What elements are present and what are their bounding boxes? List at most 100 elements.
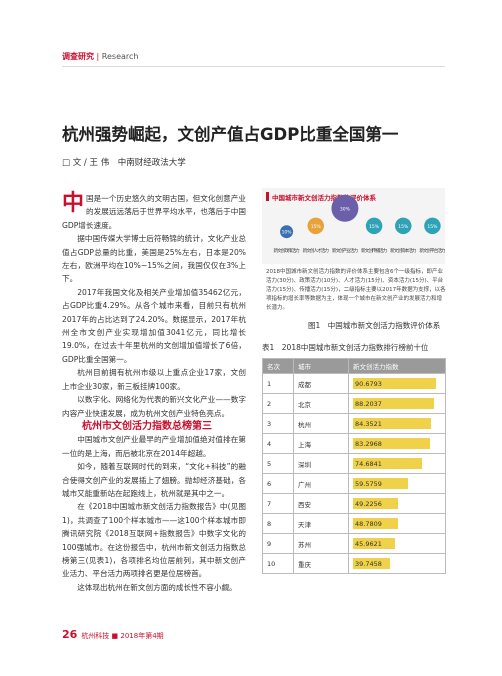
paragraph-text: 据中国传媒大学博士后符畅锦的统计，文化产业总值占GDP总量的比重，美国是25%左… [62,234,246,284]
index-value: 49.2256 [355,499,382,508]
table-row: 8 天津 48.7809 [262,513,446,534]
paragraph: 2017年我国文化及相关产业增加值35462亿元，占GDP比重4.29%。从各个… [62,286,246,366]
paragraph-text: 在《2018中国城市新文创活力指数报告》中(见图1)，共调查了100个样本城市—… [62,502,246,579]
weight-bubble [307,217,324,235]
rank: 6 [262,473,294,494]
rank: 7 [262,493,294,514]
index-value: 74.6841 [355,459,382,468]
index-bar [353,418,431,429]
header-row: 名次 城市 新文创活力指数 [262,358,446,374]
page-number: 26 [62,628,78,641]
index-cell: 48.7809 [348,513,446,534]
index-value: 48.7809 [355,519,382,528]
index-value: 90.6793 [355,379,382,388]
city: 天津 [293,513,349,534]
city: 苏州 [293,533,349,554]
drop-cap: 中 [62,191,85,216]
index-value: 88.2037 [355,399,382,408]
index-bar [353,538,396,549]
rank: 10 [262,553,294,574]
table-row: 10 重庆 39.7458 [262,553,446,574]
index-bar [353,478,408,489]
city: 上海 [293,433,349,454]
index-bar [353,458,422,469]
paragraph-text: 如今，随着互联网时代的到来，“文化+科技”的融合使得文创产业的发展插上了翅膀。抛… [62,462,246,498]
ranking-table: 名次 城市 新文创活力指数 1 成都 90.6793 2 北京 88.2037 3 杭州 84.352… [262,358,446,574]
index-value: 39.7458 [355,559,382,568]
weight-bubble [424,217,441,235]
node-label: 新文创产业活力 [332,247,359,254]
city: 重庆 [293,553,349,574]
left-column: 中国是一个历史悠久的文明古国，但文化创意产业的发展远远落后于世界平均水平，也落后… [62,192,246,594]
index-bar [353,378,437,389]
city: 西安 [293,493,349,514]
paragraph-text: 这体现出杭州在新文创方面的成长性不容小觑。 [77,582,237,592]
weight-label: 15% [398,224,409,230]
table-caption: 表1 2018中国城市新文创活力指数排行榜前十位 [262,343,429,352]
weight-label: 10% [282,230,293,236]
article-title: 杭州强势崛起，文创产值占GDP比重全国第一 [62,125,399,144]
index-bar [353,518,398,529]
paragraph: 这体现出杭州在新文创方面的成长性不容小觑。 [62,581,246,594]
weight-label: 15% [369,224,380,230]
section-en: Research [101,52,139,61]
table-row: 9 苏州 45.9621 [262,533,446,554]
index-value: 83.2968 [355,439,382,448]
node-label: 新文创政策活力 [274,247,301,254]
paragraph: 中国是一个历史悠久的文明古国，但文化创意产业的发展远远落后于世界平均水平，也落后… [62,192,246,232]
figure-caption: 图1 中国城市新文创活力指数评价体系 [308,321,441,330]
table-row: 5 深圳 74.6841 [262,453,446,474]
figure-box: 中国城市新文创活力指数的评价体系 10% 新文创政策活力 15% 新文创人才活力 30%… [262,188,446,264]
city: 深圳 [293,453,349,474]
weight-bubble [280,225,294,239]
figure-title: 中国城市新文创活力指数的评价体系 [272,193,377,202]
paragraph: 据中国传媒大学博士后符畅锦的统计，文化产业总值占GDP总量的比重，美国是25%左… [62,232,246,286]
section-heading: 杭州市文创活力指数总榜第三 [82,420,212,432]
rank: 2 [262,393,294,414]
paragraph-text: 国是一个历史悠久的文明古国，但文化创意产业的发展远远落后于世界平均水平，也落后于… [62,194,246,230]
node-label: 新文创平台活力 [419,247,445,254]
rank: 1 [262,373,294,394]
rank: 3 [262,413,294,434]
index-value: 59.5759 [355,479,382,488]
rank: 4 [262,433,294,454]
journal: 杭州科技 ■ 2018年第4期 [81,632,164,640]
node-label: 新文创传播活力 [361,247,388,254]
weight-label: 30% [340,206,351,212]
footer: 26 杭州科技 ■ 2018年第4期 [62,628,164,641]
figure-accent [266,192,269,201]
weight-label: 15% [427,224,438,230]
rank: 5 [262,453,294,474]
index-cell: 59.5759 [348,473,446,494]
node-label: 新文创资本活力 [390,247,417,254]
index-cell: 84.3521 [348,413,446,434]
rank: 9 [262,533,294,554]
author: □ 文 / 王 伟 中南财经政法大学 [62,158,186,168]
header-cell: 城市 [293,358,349,374]
paragraph-text: 2017年我国文化及相关产业增加值35462亿元，占GDP比重4.29%。从各个… [62,287,246,364]
paragraph: 如今，随着互联网时代的到来，“文化+科技”的融合使得文创产业的发展插上了翅膀。抛… [62,460,246,500]
table-row: 7 西安 49.2256 [262,493,446,514]
weight-bubble [365,217,383,235]
table-row: 4 上海 83.2968 [262,433,446,454]
table-row: 2 北京 88.2037 [262,393,446,414]
node-label: 新文创人才活力 [303,247,330,254]
index-cell: 39.7458 [348,553,446,574]
paragraph: 杭州目前拥有杭州市级以上重点企业17家，文创上市企业30家，新三板挂牌100家。 [62,366,246,393]
index-bar [353,438,430,449]
table-row: 6 广州 59.5759 [262,473,446,494]
header-cell: 名次 [262,358,294,374]
index-cell: 49.2256 [348,493,446,514]
section: 调查研究 [62,52,94,61]
index-bar [353,398,435,409]
header: 调查研究 | Research [62,52,139,61]
city: 广州 [293,473,349,494]
paragraph-text: 以数字化、网络化为代表的新兴文化产业——数字内容产业快速发展，成为杭州文创产业特… [62,395,246,418]
index-bar [353,498,399,509]
paragraph-text: 中国城市文创产业最早的产业增加值绝对值排在第一位的是上海，而后被北京在2014年… [62,435,246,458]
weight-bubble [395,217,412,235]
paragraph-text: 杭州目前拥有杭州市级以上重点企业17家，文创上市企业30家，新三板挂牌100家。 [62,368,246,391]
city: 杭州 [293,413,349,434]
header-cell: 新文创活力指数 [348,358,446,374]
